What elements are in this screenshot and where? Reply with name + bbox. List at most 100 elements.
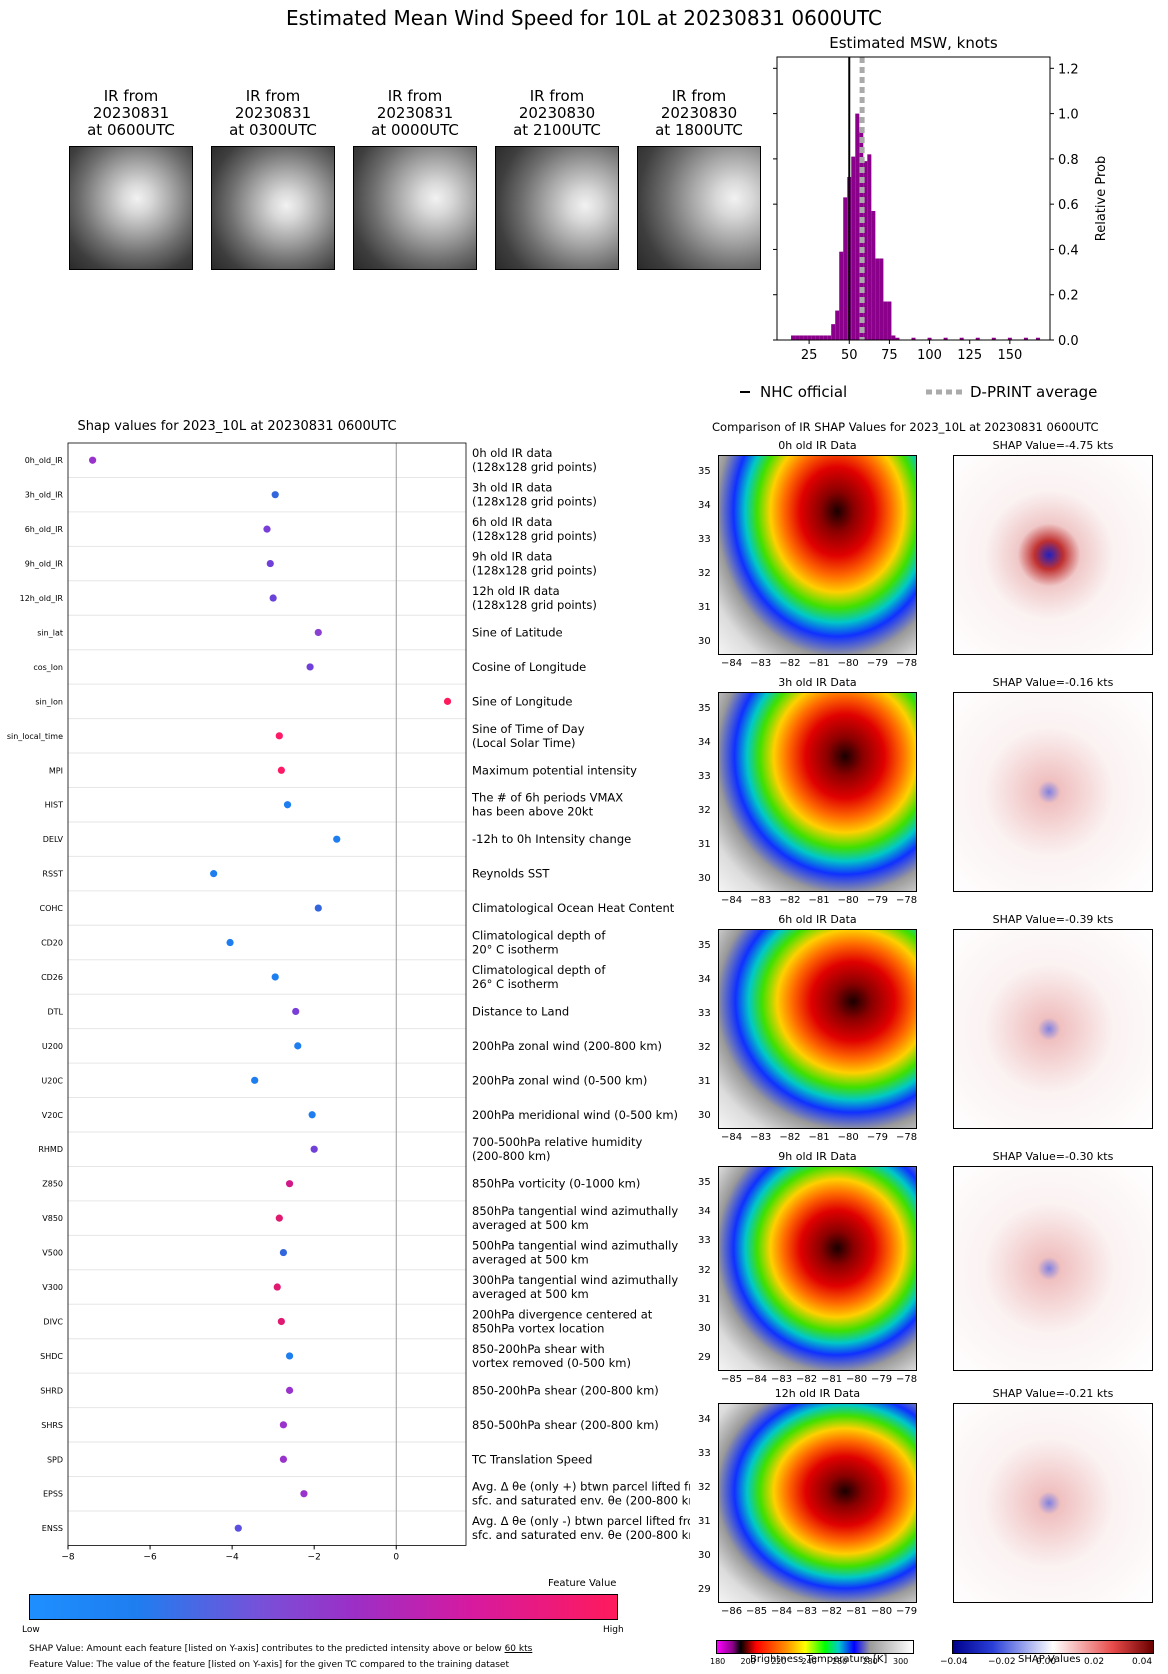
histogram-bar [859,131,864,340]
histogram-bar [795,335,800,340]
shap-colorbar-tick: 0.02 [1084,1657,1105,1667]
ir-x-tick-label: −84 [771,1606,793,1617]
ir-x-tick-label: −81 [808,1132,830,1143]
histogram-bar [867,154,872,340]
ir-y-tick-label: 31 [698,1293,711,1305]
shap-point [275,732,283,740]
histogram-bar [835,310,840,340]
legend-dprint-label: D-PRINT average [970,383,1097,401]
ir-thumbnail-caption: IR from 20230830 at 1800UTC [634,88,764,139]
x-tick-label: 75 [881,348,898,363]
ir-thumbnail-caption: IR from 20230831 at 0300UTC [208,88,338,139]
ir-x-tick-label: −80 [846,1374,868,1385]
shap-point [234,1524,242,1532]
feature-description: (Local Solar Time) [472,736,576,750]
feature-description: 9h old IR data [472,550,552,564]
shap-point [443,697,452,705]
x-tick-label: 100 [917,348,942,363]
shap-panel-image [953,692,1153,892]
bt-colorbar-tick: 200 [740,1657,756,1666]
y-tick-label: 1.0 [1058,108,1079,123]
feature-description: 20° C isotherm [472,943,559,957]
legend-nhc-label: NHC official [760,383,847,401]
shap-colorbar-tick: 0.04 [1132,1657,1153,1667]
histogram-bar [827,335,832,340]
shap-point [333,835,341,843]
feature-code: MPI [49,766,63,775]
ir-x-tick-label: −79 [866,658,888,669]
ir-x-tick-label: −81 [821,1374,843,1385]
x-tick-label: 125 [957,348,982,363]
feature-description: (128x128 grid points) [472,564,597,578]
histogram-bar [863,161,868,340]
histogram-bar [943,337,948,340]
shap-panel-title: SHAP Value=-4.75 kts [992,439,1114,452]
notes-line-1: SHAP Value: Amount each feature [listed … [29,1644,532,1654]
feature-code: 12h_old_IR [20,594,64,603]
ir-panel-image [718,929,917,1129]
histogram-bar [855,113,860,340]
feature-description: Sine of Latitude [472,625,563,639]
ir-x-tick-label: −84 [721,1132,743,1143]
ir-x-tick-label: −82 [796,1374,818,1385]
ir-thumbnail-image [495,146,619,270]
shap-panel-image [953,1166,1153,1371]
shap-point [89,456,97,464]
histogram-bar [871,210,876,340]
histogram-bar [831,324,836,340]
histogram-bar [791,335,796,340]
ir-x-tick-label: −83 [750,1132,772,1143]
feature-code: sin_lat [37,628,63,637]
shap-point [285,1180,294,1188]
shap-point [308,1111,316,1119]
shap-panel-title: SHAP Value=-0.30 kts [992,1150,1114,1163]
notes-threshold-link: 60 kts [504,1644,533,1654]
ir-thumbnail-image [69,146,193,270]
shap-colorbar-tick: 0.00 [1036,1657,1057,1667]
ir-y-tick-label: 29 [698,1584,711,1595]
feature-description: 500hPa tangential wind azimuthally [472,1239,678,1253]
x-tick-label: −6 [143,1552,157,1562]
ir-y-tick-label: 33 [698,1448,711,1459]
feature-description: 3h old IR data [472,481,552,495]
feature-code: V850 [42,1214,63,1223]
histogram-bar [891,335,896,340]
bt-colorbar [716,1640,914,1654]
ir-x-tick-label: −80 [837,1132,859,1143]
ir-panel-title: 9h old IR Data [778,1150,857,1163]
msw-histogram: Estimated MSW, knots 25 50 75 100 125 150 0.0 0.… [740,34,1109,401]
feature-code: RHMD [38,1145,63,1154]
bt-colorbar-tick: 220 [771,1657,787,1666]
ir-x-tick-label: −79 [866,895,888,906]
histogram-bar [843,197,848,340]
shap-point [279,1248,288,1257]
ir-y-tick-label: 30 [698,873,711,884]
shap-panel-image [953,455,1153,655]
feature-code: DELV [43,835,64,844]
bt-colorbar-tick: 260 [832,1657,848,1666]
ir-y-tick-label: 34 [698,1206,711,1218]
feature-description: (128x128 grid points) [472,598,597,612]
feature-description: Cosine of Longitude [472,660,586,674]
feature-code: sin_lon [35,697,63,706]
ir-y-tick-label: 35 [698,703,711,714]
ir-y-tick-label: 29 [698,1352,711,1363]
feature-description: 200hPa divergence centered at [472,1307,653,1321]
shap-chart-title: Shap values for 2023_10L at 20230831 060… [77,419,396,434]
bt-colorbar-tick: 280 [862,1657,878,1666]
y-tick-label: 0.8 [1058,153,1079,168]
shap-point [314,628,322,637]
ir-panel-title: 12h old IR Data [774,1387,861,1400]
feature-description: -12h to 0h Intensity change [472,832,631,846]
feature-code: COHC [40,904,64,913]
shap-colorbar-tick: −0.02 [988,1657,1016,1667]
ir-panel-title: 3h old IR Data [778,676,857,689]
histogram-title: Estimated MSW, knots [829,34,998,52]
x-tick-label: −4 [225,1552,239,1562]
ir-y-tick-label: 34 [698,500,711,511]
ir-panel-title: 0h old IR Data [778,439,857,452]
histogram-bar [879,258,884,340]
ir-thumbnail-caption-line: at 0300UTC [229,121,317,139]
ir-x-tick-label: −78 [896,658,918,669]
ir-thumbnail-caption: IR from 20230830 at 2100UTC [492,88,622,139]
